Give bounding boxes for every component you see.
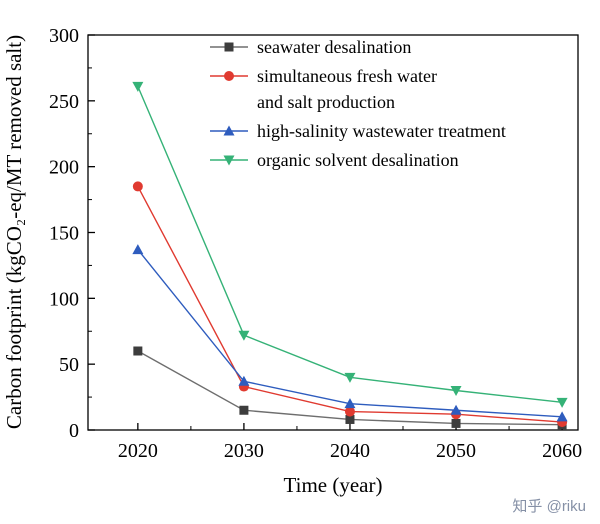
series-marker-organic-solvent-desalination — [450, 386, 462, 396]
series-marker-simultaneous-fresh-water-and-salt-production — [344, 406, 355, 417]
watermark: 知乎 @riku — [512, 498, 586, 515]
legend-label-organic-solvent-desalination-0: organic solvent desalination — [257, 150, 459, 170]
x-axis-title: Time (year) — [284, 473, 383, 497]
y-tick-label: 100 — [49, 288, 79, 310]
x-tick-label: 2050 — [436, 440, 476, 462]
x-tick-label: 2040 — [330, 440, 370, 462]
series-marker-seawater-desalination — [345, 414, 355, 424]
series-marker-organic-solvent-desalination — [556, 397, 568, 408]
series-marker-high-salinity-wastewater-treatment — [556, 411, 568, 422]
series-marker-high-salinity-wastewater-treatment — [132, 244, 144, 255]
series-marker-simultaneous-fresh-water-and-salt-production — [132, 181, 143, 192]
y-tick-label: 150 — [49, 223, 79, 245]
series-marker-organic-solvent-desalination — [344, 372, 356, 383]
legend-marker-high-salinity-wastewater-treatment — [223, 125, 235, 136]
series-marker-high-salinity-wastewater-treatment — [238, 375, 250, 386]
plot-layer: 0 50 100 150 200 250 300 2020 2030 2040 2050 2060 se… — [49, 25, 582, 462]
y-tick-label: 50 — [59, 354, 79, 376]
series-marker-high-salinity-wastewater-treatment — [344, 398, 356, 409]
legend-label-seawater-desalination-0: seawater desalination — [257, 37, 411, 57]
legend-label-simultaneous-fresh-water-and-salt-production-0: simultaneous fresh water — [257, 66, 437, 86]
y-axis-title: Carbon footprint (kgCO₂-eq/MT removed sa… — [2, 35, 26, 429]
legend-marker-simultaneous-fresh-water-and-salt-production — [224, 71, 234, 81]
series-marker-seawater-desalination — [133, 346, 143, 356]
x-tick-label: 2020 — [118, 440, 158, 462]
series-marker-seawater-desalination — [239, 405, 249, 415]
x-tick-label: 2030 — [224, 440, 264, 462]
series-marker-seawater-desalination — [451, 418, 461, 428]
legend-marker-organic-solvent-desalination — [223, 155, 235, 166]
x-tick-label: 2060 — [542, 440, 582, 462]
legend-marker-seawater-desalination — [224, 42, 234, 52]
y-tick-label: 0 — [69, 420, 79, 442]
y-tick-label: 200 — [49, 157, 79, 179]
series-marker-organic-solvent-desalination — [238, 330, 250, 341]
y-tick-label: 300 — [49, 25, 79, 47]
y-tick-label: 250 — [49, 91, 79, 113]
legend-label-high-salinity-wastewater-treatment-0: high-salinity wastewater treatment — [257, 121, 506, 141]
series-marker-organic-solvent-desalination — [132, 81, 144, 92]
legend-label-simultaneous-fresh-water-and-salt-production-1: and salt production — [257, 92, 395, 112]
series-line-high-salinity-wastewater-treatment — [137, 249, 563, 418]
series-marker-high-salinity-wastewater-treatment — [450, 404, 462, 415]
